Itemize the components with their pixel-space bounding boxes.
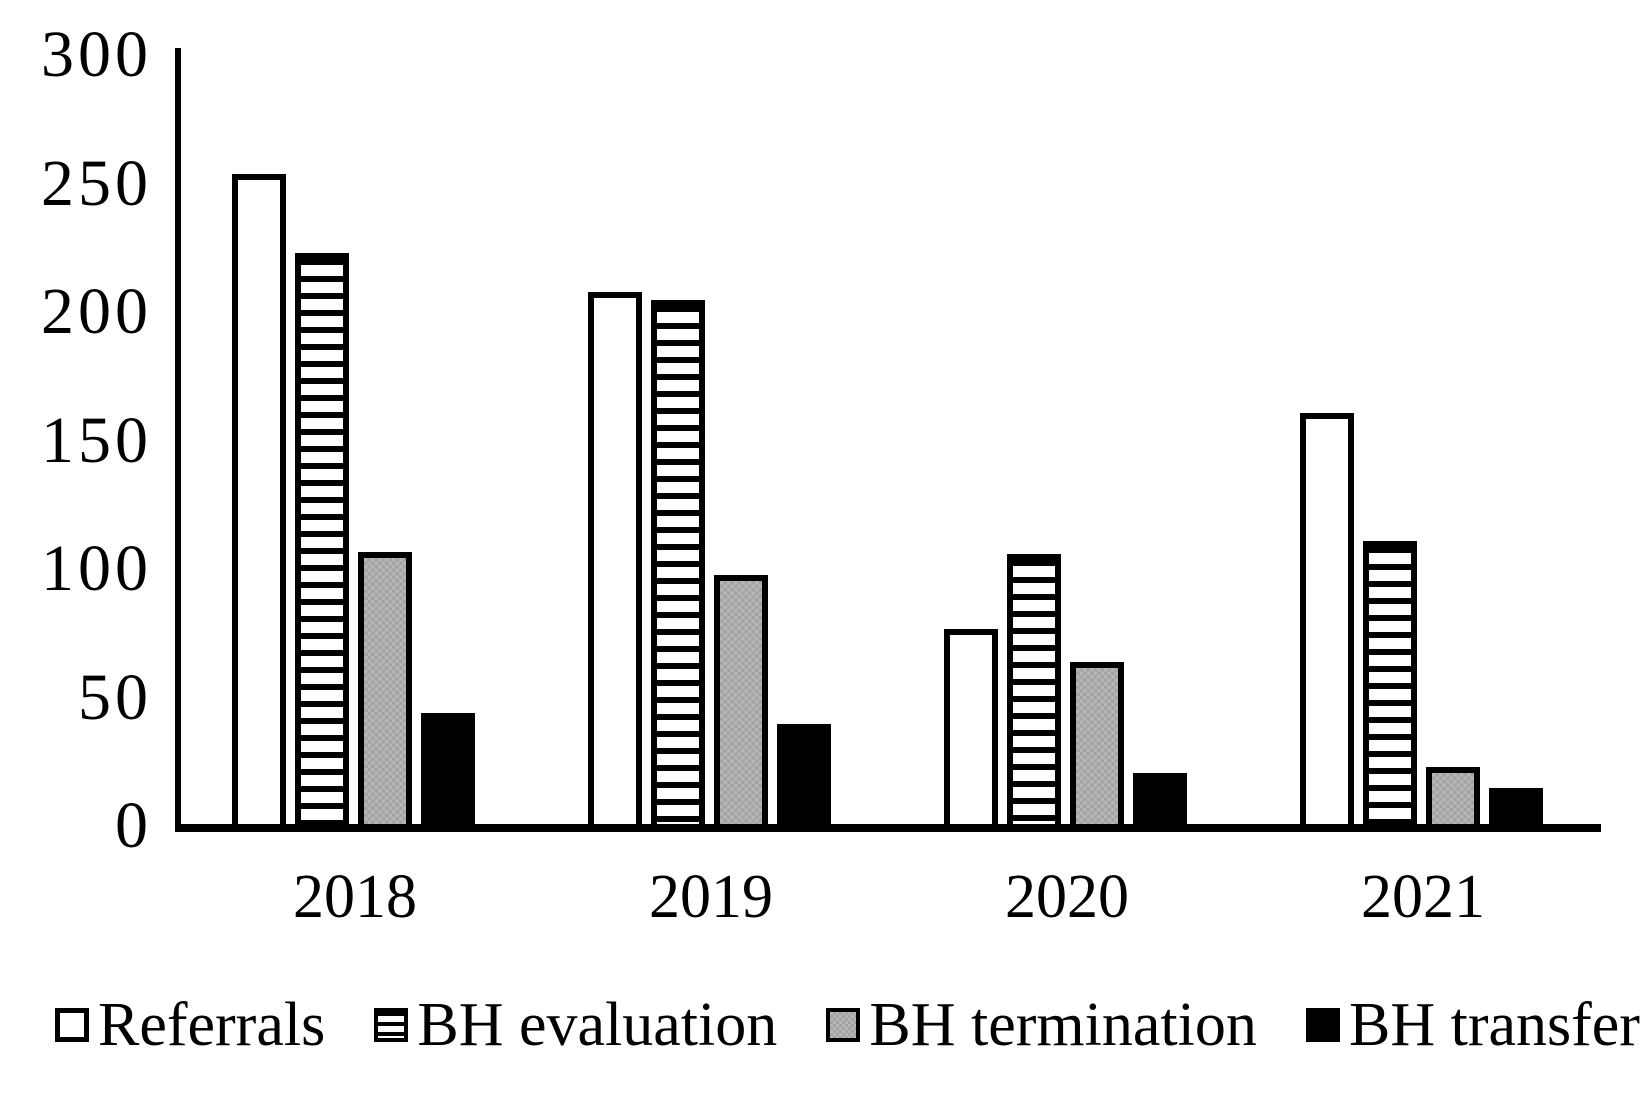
bar-bh-termination-2019 <box>714 575 768 824</box>
bar-bh-evaluation-2021 <box>1363 541 1417 824</box>
y-tick-label-150: 150 <box>41 403 152 477</box>
bar-referrals-2019 <box>588 292 642 824</box>
bar-bh-evaluation-2020 <box>1007 554 1061 824</box>
legend-swatch-referrals <box>55 1008 89 1042</box>
bar-referrals-2020 <box>944 629 998 824</box>
bar-group-2019 <box>533 0 889 824</box>
bar-bh-termination-2018 <box>358 552 412 824</box>
x-axis-label-2020: 2020 <box>1005 863 1129 931</box>
y-tick-label-200: 200 <box>41 275 152 348</box>
legend-label-bh-evaluation: BH evaluation <box>417 991 778 1059</box>
bar-bh-evaluation-2019 <box>651 300 705 824</box>
legend-label-bh-transfer: BH transfer <box>1349 991 1640 1059</box>
legend-item-referrals: Referrals <box>55 994 325 1056</box>
bar-group-2020 <box>889 0 1245 824</box>
x-axis-line <box>175 824 1601 832</box>
bar-bh-transfer-2020 <box>1133 773 1187 824</box>
y-tick-label-0: 0 <box>115 789 152 862</box>
legend-item-bh-transfer: BH transfer <box>1306 994 1640 1056</box>
bar-bh-evaluation-2018 <box>295 253 349 824</box>
y-axis-line <box>175 48 181 831</box>
legend-label-referrals: Referrals <box>98 991 326 1059</box>
bar-referrals-2021 <box>1300 413 1354 824</box>
legend-item-bh-termination: BH termination <box>826 991 1257 1059</box>
legend-swatch-bh-evaluation <box>374 1008 409 1042</box>
y-tick-label-300: 300 <box>41 18 152 91</box>
x-axis-label-2021: 2021 <box>1361 863 1485 931</box>
legend-swatch-bh-transfer <box>1306 1008 1340 1042</box>
bar-group-2021 <box>1245 0 1601 824</box>
bar-bh-transfer-2019 <box>777 724 831 824</box>
bar-bh-transfer-2021 <box>1489 788 1543 824</box>
y-tick-label-50: 50 <box>78 660 152 734</box>
chart-legend: Referrals BH evaluation BH termination BH t… <box>55 985 1640 1065</box>
bar-bh-termination-2020 <box>1070 662 1124 824</box>
bar-bh-transfer-2018 <box>421 713 475 824</box>
x-axis-label-2018: 2018 <box>293 863 417 931</box>
x-axis-label-2019: 2019 <box>649 863 773 931</box>
plot-bars-layer <box>177 0 1601 824</box>
legend-swatch-bh-termination <box>826 1008 861 1042</box>
legend-label-bh-termination: BH termination <box>869 991 1257 1059</box>
y-tick-label-100: 100 <box>41 532 152 605</box>
legend-item-bh-evaluation: BH evaluation <box>374 994 777 1056</box>
y-tick-label-250: 250 <box>41 146 152 220</box>
bar-bh-termination-2021 <box>1426 767 1480 824</box>
bar-group-2018 <box>177 0 533 824</box>
bar-referrals-2018 <box>232 174 286 824</box>
